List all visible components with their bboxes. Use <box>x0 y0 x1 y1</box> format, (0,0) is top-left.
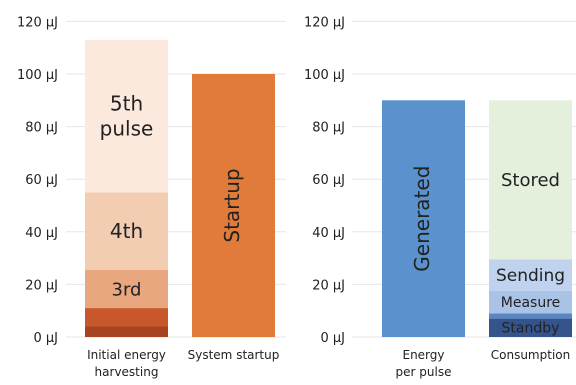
y-tick-label: 0 µJ <box>320 331 345 346</box>
segment-label: 5th pulse <box>100 92 154 141</box>
segment-label: Measure <box>501 295 561 311</box>
bar-segment <box>489 313 572 319</box>
bar-segment <box>85 39 168 193</box>
bar-segment <box>85 308 168 327</box>
y-tick-label: 40 µJ <box>25 226 58 241</box>
y-tick-label: 100 µJ <box>304 68 345 83</box>
y-tick-label: 40 µJ <box>312 226 345 241</box>
x-category-label: System startup <box>188 348 280 362</box>
bar-segment <box>489 318 572 337</box>
segment-label: Stored <box>501 170 560 191</box>
chart-panel-1: 0 µJ 20 µJ 40 µJ 60 µJ 80 µJ 100 µJ 120 µJ Init… <box>17 15 286 379</box>
bar-segment <box>382 100 465 337</box>
bar-segment <box>85 192 168 270</box>
y-tick-label: 60 µJ <box>25 173 58 188</box>
bar-segment <box>192 74 275 337</box>
x-category-label: Energy per pulse <box>396 348 452 379</box>
y-tick-label: 60 µJ <box>312 173 345 188</box>
segment-label: 4th <box>110 219 143 243</box>
y-tick-label: 100 µJ <box>17 68 58 83</box>
segment-label: Sending <box>496 266 565 286</box>
bar-segment <box>85 326 168 337</box>
y-tick-label: 80 µJ <box>25 121 58 136</box>
segment-label: Standby <box>502 321 560 337</box>
chart-panel-2: 0 µJ 20 µJ 40 µJ 60 µJ 80 µJ 100 µJ 120 µJ Ener… <box>304 15 576 379</box>
bar-segment <box>489 259 572 291</box>
bar-segment <box>489 100 572 260</box>
segment-label: Startup <box>220 168 244 242</box>
y-tick-label: 120 µJ <box>304 15 345 30</box>
bar-segment <box>85 269 168 309</box>
x-category-label: Initial energy harvesting <box>87 348 166 379</box>
bar-segment <box>489 290 572 314</box>
y-tick-label: 80 µJ <box>312 121 345 136</box>
x-category-label: Consumption <box>491 348 570 362</box>
segment-label: Generated <box>410 166 434 272</box>
y-tick-label: 20 µJ <box>25 278 58 293</box>
y-tick-label: 0 µJ <box>33 331 58 346</box>
y-tick-label: 120 µJ <box>17 15 58 30</box>
y-tick-label: 20 µJ <box>312 278 345 293</box>
segment-label: 3rd <box>112 279 142 300</box>
